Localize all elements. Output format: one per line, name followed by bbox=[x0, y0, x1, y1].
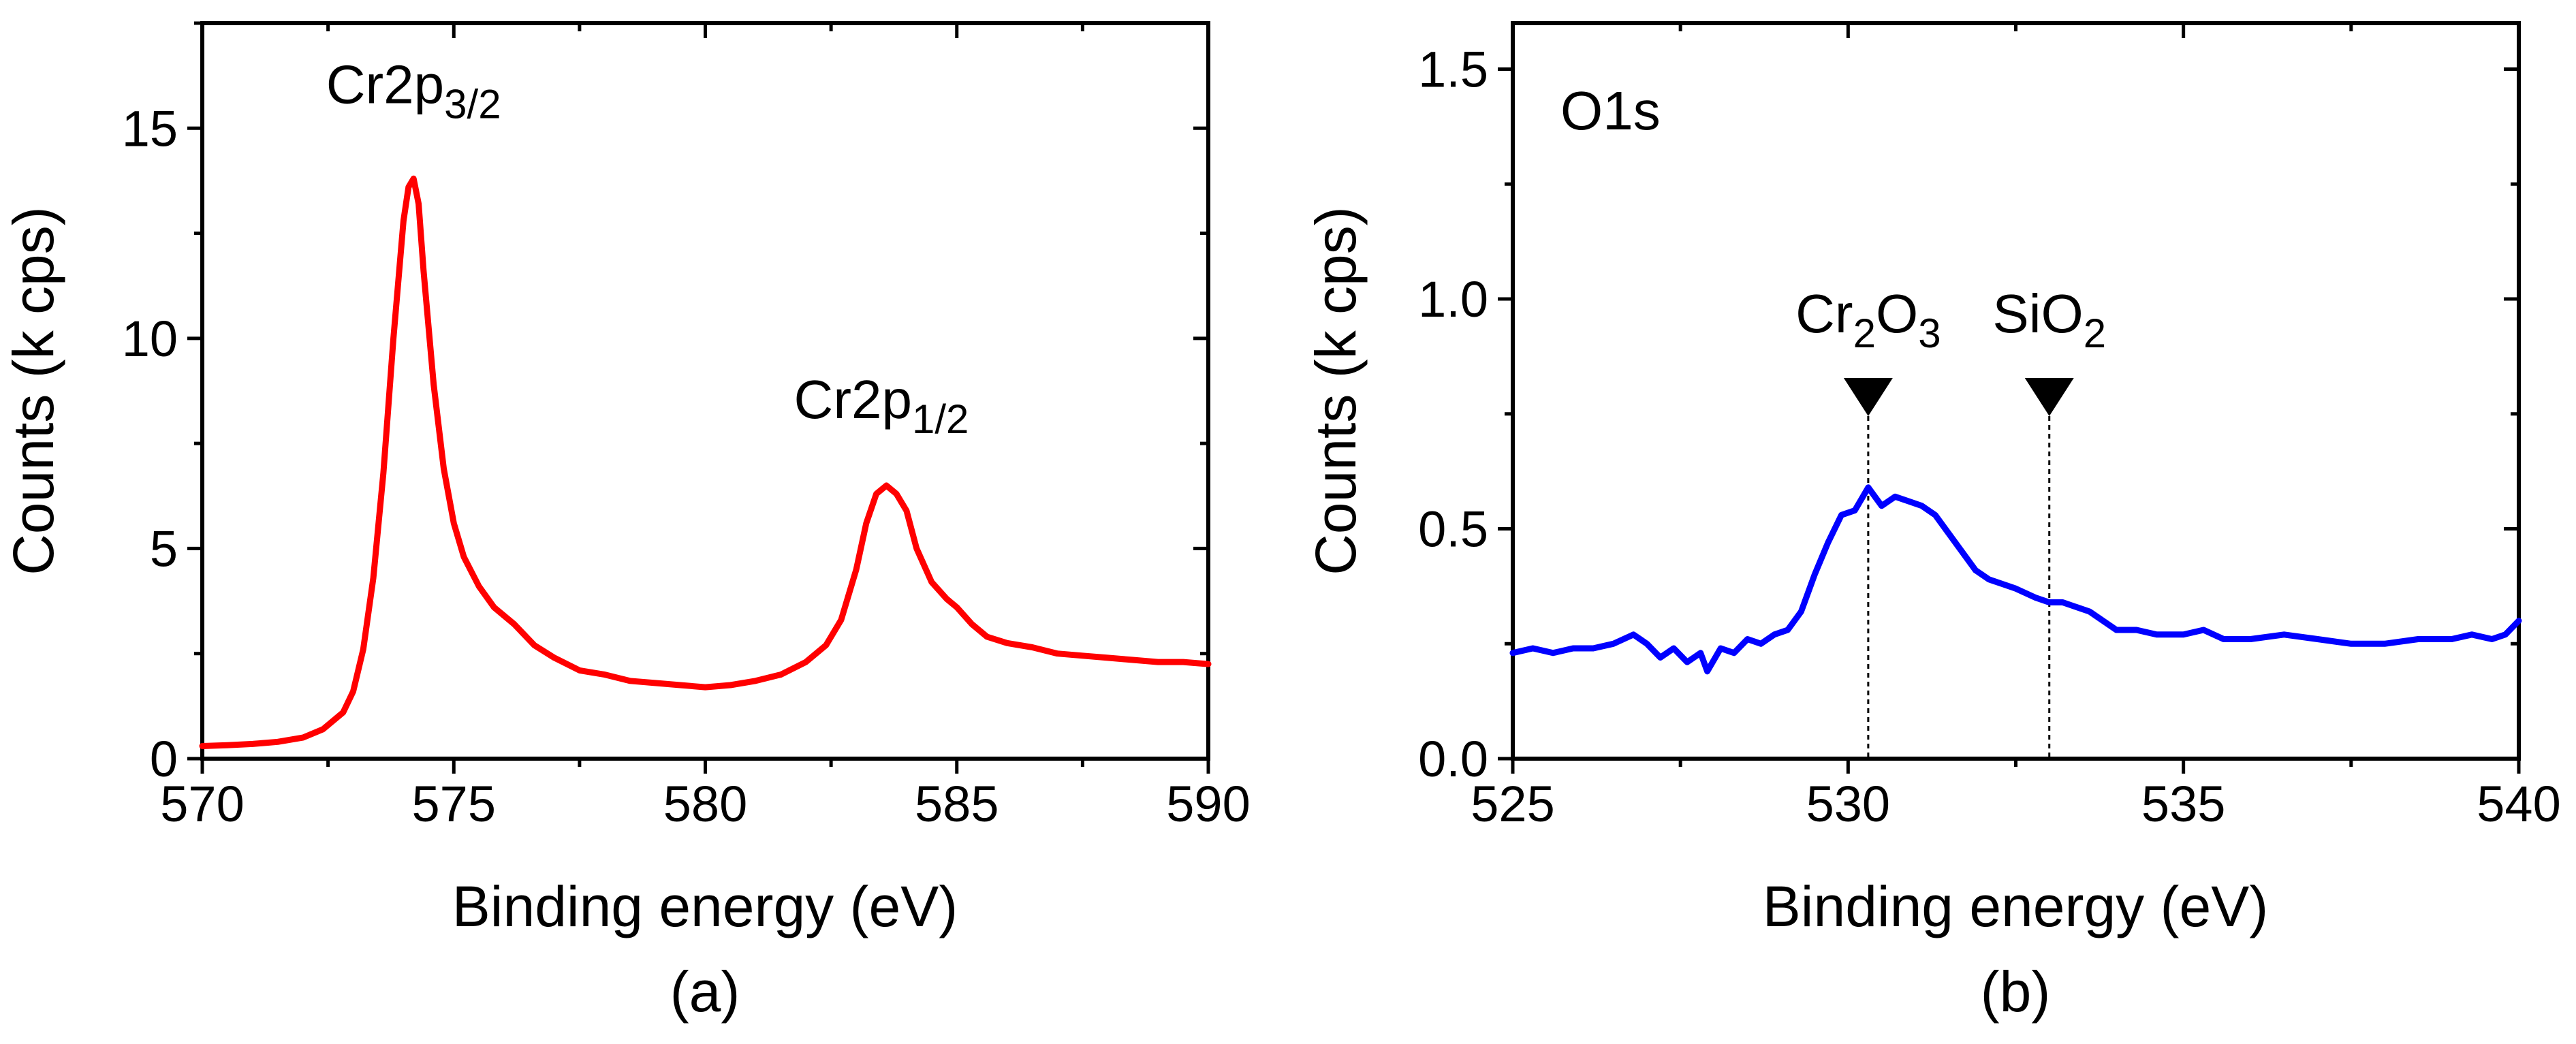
x-tick-label: 525 bbox=[1471, 776, 1554, 832]
x-tick-label: 570 bbox=[160, 776, 244, 832]
panel-a-x-tick-labels: 570 575 580 585 590 bbox=[160, 776, 1250, 832]
annotation-base: Cr2p bbox=[326, 54, 444, 114]
panel-b-y-axis-label: Counts (k cps) bbox=[1304, 206, 1368, 575]
y-tick-label: 1.0 bbox=[1418, 271, 1488, 328]
panel-b-marker-triangle-cr2o3 bbox=[1843, 378, 1893, 416]
panel-b-x-tick-labels: 525 530 535 540 bbox=[1471, 776, 2560, 832]
panel-a-plot-frame bbox=[200, 21, 1210, 761]
x-tick-label: 535 bbox=[2141, 776, 2225, 832]
panel-b-x-axis-label: Binding energy (eV) bbox=[1763, 874, 2268, 938]
panel-a-y-axis-label: Counts (k cps) bbox=[1, 206, 65, 575]
panel-b-y-tick-labels: 0.0 0.5 1.0 1.5 bbox=[1418, 42, 1488, 788]
panel-a-annotation-cr2p-1-2: Cr2p1/2 bbox=[794, 369, 969, 442]
panel-a-x-axis-label: Binding energy (eV) bbox=[452, 874, 958, 938]
annotation-subscript: 1/2 bbox=[912, 396, 969, 442]
x-tick-label: 590 bbox=[1166, 776, 1250, 832]
panel-b: 525 530 535 540 0.00.51.01.5 O1s Cr2O3 SiO2… bbox=[1304, 21, 2561, 1024]
x-tick-label: 540 bbox=[2477, 776, 2560, 832]
y-tick-label: 0.5 bbox=[1418, 501, 1488, 558]
marker-subscript-2: 3 bbox=[1918, 311, 1941, 356]
marker-base: Cr bbox=[1795, 283, 1853, 344]
panel-b-title-o1s: O1s bbox=[1560, 80, 1661, 141]
panel-a-series-line bbox=[199, 175, 1212, 749]
panel-b-label: (b) bbox=[1981, 960, 2051, 1024]
panel-b-plot-frame bbox=[1511, 21, 2521, 761]
panel-b-marker-guides bbox=[1867, 416, 2051, 759]
panel-a-ticks bbox=[187, 21, 1210, 774]
panel-b-marker-label-cr2o3: Cr2O3 bbox=[1795, 283, 1941, 356]
x-tick-label: 575 bbox=[412, 776, 496, 832]
panel-b-ticks bbox=[1498, 23, 2521, 774]
marker-base: SiO bbox=[1992, 283, 2083, 344]
y-tick-label: 1.5 bbox=[1418, 42, 1488, 98]
annotation-subscript: 3/2 bbox=[444, 81, 501, 127]
x-tick-label: 580 bbox=[663, 776, 747, 832]
x-tick-label: 585 bbox=[915, 776, 999, 832]
y-tick-label: 0 bbox=[150, 731, 178, 787]
marker-subscript-1: 2 bbox=[1853, 311, 1876, 356]
panel-b-marker-triangle-sio2 bbox=[2024, 378, 2074, 416]
y-tick-label: 5 bbox=[150, 520, 178, 577]
panel-b-marker-label-sio2: SiO2 bbox=[1992, 283, 2106, 356]
panel-a-annotation-cr2p-3-2: Cr2p3/2 bbox=[326, 54, 501, 127]
marker-subscript-1: 2 bbox=[2084, 311, 2106, 356]
y-tick-label: 15 bbox=[122, 100, 178, 157]
y-tick-label: 0.0 bbox=[1418, 731, 1488, 787]
marker-mid: O bbox=[1876, 283, 1918, 344]
x-tick-label: 530 bbox=[1806, 776, 1890, 832]
y-tick-label: 10 bbox=[122, 311, 178, 367]
panel-a-y-tick-labels: 0 5 10 15 bbox=[122, 100, 178, 787]
annotation-base: Cr2p bbox=[794, 369, 912, 430]
panel-b-series-line bbox=[1509, 484, 2522, 675]
panel-a-label: (a) bbox=[670, 960, 740, 1024]
